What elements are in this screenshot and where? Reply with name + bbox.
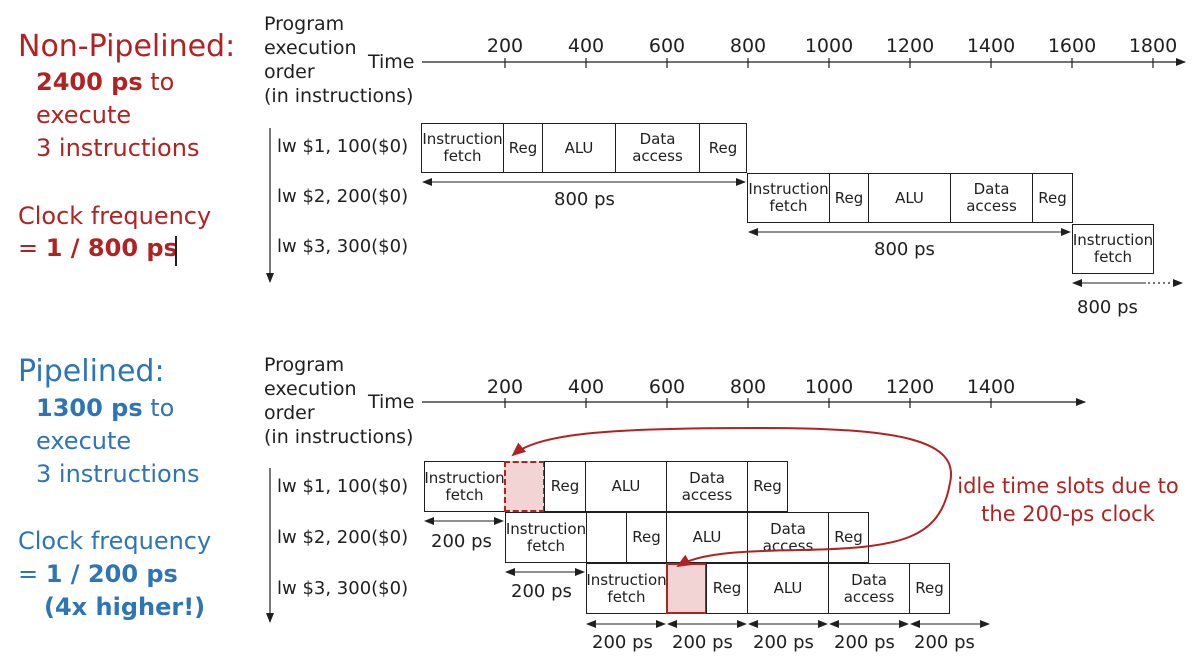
p-span-label-bottom-4: 200 ps <box>834 632 895 653</box>
p-i1-alu: ALU <box>585 461 667 512</box>
p-instruction-label-1: lw $1, 100($0) <box>277 476 409 497</box>
np-instruction-label-1: lw $1, 100($0) <box>277 136 409 157</box>
pipelined-clock-note: (4x higher!) <box>44 593 206 621</box>
top-tick-label: 1200 <box>885 35 935 57</box>
pipelined-time-value: 1300 ps <box>36 394 143 422</box>
idle-arrow-to-i3 <box>676 482 951 568</box>
bottom-tick-label: 1400 <box>966 376 1016 398</box>
non-pipelined-clock-label: Clock frequency <box>18 202 212 230</box>
bottom-tick-label: 200 <box>486 376 524 398</box>
bottom-axis-ticks <box>504 398 992 408</box>
top-tick-label: 400 <box>567 35 605 57</box>
np-span-label-1: 800 ps <box>554 189 615 210</box>
non-pipelined-line3: 3 instructions <box>36 134 200 162</box>
np-i2-alu: ALU <box>868 173 951 223</box>
np-i1-reg-write: Reg <box>699 123 747 173</box>
pipelined-clock: = 1 / 200 ps <box>18 560 178 588</box>
p-i3-data: Data access <box>828 563 910 614</box>
non-pipelined-time: 2400 ps to <box>36 68 174 96</box>
bottom-tick-label: 600 <box>648 376 686 398</box>
p-span-label-i3: 200 ps <box>511 581 572 602</box>
np-i1-reg-read: Reg <box>503 123 543 173</box>
np-i1-data: Data access <box>615 123 700 173</box>
np-i1-alu: ALU <box>542 123 616 173</box>
p-i2-reg-write: Reg <box>828 512 869 563</box>
non-pipelined-heading: Non-Pipelined: <box>18 29 236 64</box>
p-i1-data: Data access <box>666 461 748 512</box>
p-span-label-bottom-2: 200 ps <box>672 632 733 653</box>
p-i3-alu: ALU <box>747 563 829 614</box>
pipelined-clock-value: 1 / 200 ps <box>45 560 178 588</box>
pipelined-line2: execute <box>36 427 132 455</box>
top-time-label: Time <box>368 51 415 73</box>
non-pipelined-clock: = 1 / 800 ps <box>18 234 178 262</box>
np-i2-fetch: Instruction fetch <box>747 173 830 223</box>
p-i1-fetch: Instruction fetch <box>424 461 505 512</box>
p-i2-alu: ALU <box>666 512 748 563</box>
top-tick-label: 1600 <box>1047 35 1097 57</box>
non-pipelined-time-suffix: to <box>142 68 175 96</box>
text-cursor-caret <box>175 236 177 266</box>
top-tick-label: 1400 <box>966 35 1016 57</box>
np-instruction-label-2: lw $2, 200($0) <box>277 186 409 207</box>
p-i3-fetch: Instruction fetch <box>586 563 667 614</box>
pipelined-heading: Pipelined: <box>18 354 165 389</box>
pipelined-time-suffix: to <box>142 394 175 422</box>
p-i1-reg-write: Reg <box>747 461 788 512</box>
p-span-label-bottom-3: 200 ps <box>753 632 814 653</box>
np-i3-fetch: Instruction fetch <box>1072 224 1154 274</box>
np-i1-fetch: Instruction fetch <box>421 123 504 173</box>
non-pipelined-line2: execute <box>36 101 132 129</box>
bottom-tick-label: 1200 <box>885 376 935 398</box>
bottom-tick-label: 1000 <box>804 376 854 398</box>
non-pipelined-clock-eq: = <box>18 234 46 262</box>
np-instruction-label-3: lw $3, 300($0) <box>277 236 409 257</box>
bottom-program-order-title: Program execution order (in instructions… <box>264 354 414 448</box>
top-tick-label: 600 <box>648 35 686 57</box>
p-i1-reg-read: Reg <box>544 461 586 512</box>
idle-arrow-to-i1 <box>511 426 953 484</box>
bottom-tick-label: 800 <box>729 376 767 398</box>
bottom-time-label: Time <box>368 391 415 413</box>
top-program-order-title: Program execution order (in instructions… <box>264 13 414 107</box>
p-span-label-bottom-1: 200 ps <box>592 632 653 653</box>
p-i2-data: Data access <box>747 512 829 563</box>
p-span-label-i2: 200 ps <box>431 531 492 552</box>
p-instruction-label-2: lw $2, 200($0) <box>277 527 409 548</box>
non-pipelined-time-value: 2400 ps <box>36 68 143 96</box>
p-instruction-label-3: lw $3, 300($0) <box>277 578 409 599</box>
p-span-label-bottom-5: 200 ps <box>914 632 975 653</box>
p-i3-reg-read: Reg <box>706 563 748 614</box>
pipelined-clock-eq: = <box>18 560 46 588</box>
pipelined-line3: 3 instructions <box>36 460 200 488</box>
p-i3-reg-write: Reg <box>909 563 950 614</box>
bottom-tick-label: 400 <box>567 376 605 398</box>
np-span-label-2: 800 ps <box>874 239 935 260</box>
top-tick-label: 1800 <box>1128 35 1178 57</box>
np-i2-reg-write: Reg <box>1032 173 1073 223</box>
top-axis-ticks <box>504 58 1154 68</box>
pipelined-time: 1300 ps to <box>36 394 174 422</box>
top-tick-label: 800 <box>729 35 767 57</box>
non-pipelined-clock-value: 1 / 800 ps <box>45 234 178 262</box>
idle-time-note: idle time slots due to the 200-ps clock <box>957 474 1179 526</box>
np-span-label-3: 800 ps <box>1077 297 1138 318</box>
top-tick-label: 200 <box>486 35 524 57</box>
pipelined-clock-label: Clock frequency <box>18 527 212 555</box>
top-tick-label: 1000 <box>804 35 854 57</box>
